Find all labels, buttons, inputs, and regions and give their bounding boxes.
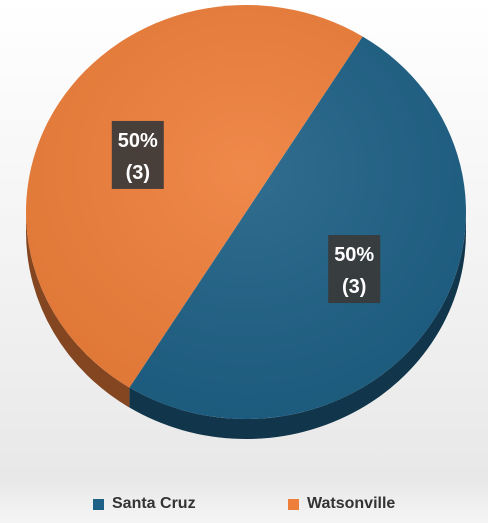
legend-item-santa-cruz: Santa Cruz [93,494,196,514]
legend-label-santa-cruz: Santa Cruz [112,495,196,512]
pie-chart: 50% (3) 50% (3) [25,4,466,439]
data-label-percent-santa-cruz: 50% [334,244,374,266]
data-label-box-santa-cruz [328,235,381,304]
pie-side-watsonville [26,212,130,408]
legend-swatch-watsonville [288,498,299,510]
data-label-box-watsonville [111,120,164,189]
pie-side-santa-cruz [129,212,466,439]
data-label-percent-watsonville: 50% [118,130,158,152]
legend-label-watsonville: Watsonville [307,495,396,512]
pie-sheen [26,5,466,419]
legend-swatch-santa-cruz [93,498,104,510]
legend-item-watsonville: Watsonville [288,494,395,514]
data-label-count-watsonville: (3) [126,162,150,184]
legend [0,484,488,523]
data-label-count-santa-cruz: (3) [342,276,366,298]
